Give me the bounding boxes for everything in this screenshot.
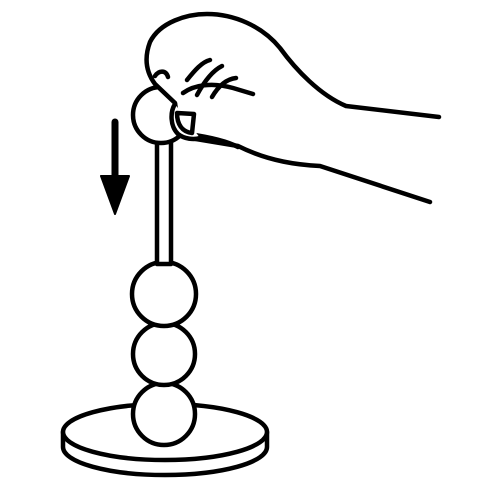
hand-pinching-icon — [144, 11, 442, 205]
bead-icon — [130, 380, 198, 448]
bead-icon — [130, 320, 198, 388]
bead-icon — [129, 259, 199, 329]
arrow-down-icon — [100, 118, 130, 215]
rod-icon — [154, 130, 174, 267]
